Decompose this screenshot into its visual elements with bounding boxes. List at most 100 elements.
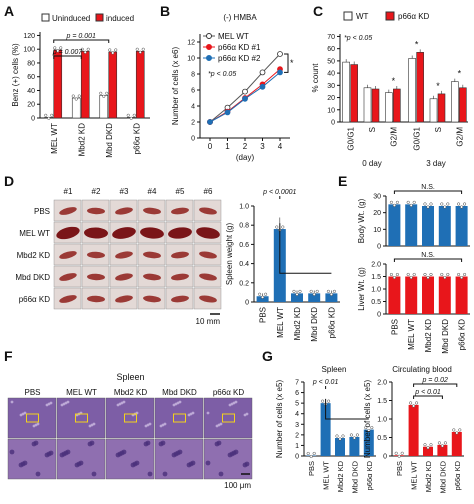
- c-bar-p66a-kd: [350, 64, 358, 123]
- g-point: [364, 426, 368, 430]
- d-spleen-specimen: [87, 207, 105, 215]
- g-point: [312, 451, 316, 456]
- a-y-label: Benz (+) cells (%): [11, 43, 20, 107]
- g1-y-tick-label: 2.0: [377, 380, 387, 387]
- a-annotation: p = 0.007: [52, 49, 83, 56]
- b-legend-label: p66α KD #1: [218, 43, 261, 52]
- a-point: [71, 94, 75, 98]
- d-spleen-specimen: [56, 226, 80, 240]
- b-legend-marker: [206, 55, 212, 61]
- c-y-tick-label: 0: [331, 120, 335, 127]
- g-x-tick-label: MEL WT: [410, 461, 419, 490]
- e-point: [423, 202, 427, 206]
- d-point: [329, 292, 333, 296]
- e-point: [412, 200, 416, 204]
- d-annotation: p < 0.0001: [262, 189, 296, 196]
- b-x-tick-label: 1: [225, 142, 230, 151]
- d-point: [326, 289, 330, 293]
- d-spleen-specimen: [115, 295, 133, 303]
- e-bar: [455, 276, 468, 314]
- g-point: [429, 443, 433, 447]
- f-cell-texture: [227, 452, 233, 458]
- a-legend-label: Uninduced: [52, 14, 90, 23]
- d-spleen-specimen: [59, 295, 77, 303]
- g-point: [394, 451, 398, 455]
- g-point: [455, 431, 459, 435]
- g-point: [412, 404, 416, 408]
- d-bar: [256, 296, 269, 302]
- d-spleen-specimen: [171, 207, 189, 215]
- f-cell-texture: [91, 471, 97, 477]
- d-spleen-specimen: [115, 207, 133, 215]
- g0-y-tick-label: 5: [295, 401, 299, 408]
- g-x-tick-label: Mbd2 KD: [424, 460, 433, 492]
- c-annotation: *: [415, 39, 419, 49]
- a-y-tick-label: 60: [27, 74, 35, 81]
- d-y-tick-label: 0.4: [239, 261, 249, 268]
- c-bar-wt: [408, 58, 416, 123]
- g1-y-label: Number of cells (x e5): [363, 380, 372, 459]
- f-column-label: Mbd DKD: [162, 388, 197, 397]
- a-x-tick-label: Mbd2 KD: [77, 123, 86, 157]
- g-bar: [335, 438, 345, 456]
- e-bar: [422, 276, 434, 314]
- g0-y-tick-label: 3: [295, 422, 299, 429]
- f-cell-texture: [158, 441, 164, 447]
- d-point: [275, 225, 279, 229]
- a-y-tick-label: 20: [27, 102, 35, 109]
- d-x-tick-label: PBS: [259, 307, 268, 323]
- d-spleen-specimen: [59, 207, 77, 215]
- d-spleen-specimen: [87, 251, 105, 259]
- d-point: [281, 225, 285, 229]
- d-photo-column-label: #3: [120, 187, 129, 196]
- g1-y-tick-label: 0: [383, 454, 387, 461]
- e-point: [446, 272, 450, 277]
- f-cell-texture: [214, 441, 220, 447]
- g-x-tick-label: p66α KD: [365, 460, 374, 490]
- g-point: [321, 399, 325, 403]
- a-bar-induced: [135, 50, 145, 119]
- f-cell-texture: [242, 462, 248, 468]
- c-annotation: *: [458, 69, 462, 79]
- e-point: [412, 272, 416, 277]
- f-cell-texture: [44, 452, 50, 458]
- d-spleen-specimen: [143, 207, 161, 215]
- panel-g-chart-blood: 0 0.5 1.0 1.5 2.0 Number of cells (x e5) PBS ME…: [363, 365, 464, 494]
- b-annotation: *p < 0.05: [208, 71, 236, 78]
- a-y-tick-label: 100: [23, 47, 35, 54]
- a-point: [135, 47, 139, 51]
- f-cell-texture: [116, 403, 120, 407]
- f-cell-texture: [147, 471, 153, 477]
- c-bar-wt: [451, 81, 459, 123]
- panel-label-e: E: [338, 173, 347, 189]
- a-x-tick-label: MEL WT: [50, 123, 59, 154]
- f-zoom-box: [75, 413, 88, 423]
- g-point: [397, 454, 401, 458]
- d-photo-row-label: p66α KD: [19, 295, 51, 304]
- a-point: [114, 48, 118, 52]
- d-point: [258, 292, 262, 296]
- g0-y-tick-label: 1: [295, 443, 299, 450]
- f-title: Spleen: [116, 372, 144, 382]
- f-cell-texture: [243, 413, 247, 417]
- e-point: [406, 272, 410, 277]
- d-spleen-specimen: [199, 251, 217, 259]
- a-bar-uninduced: [99, 94, 109, 119]
- c-annotation: *: [436, 81, 440, 91]
- f-cell-texture: [187, 413, 191, 417]
- panel-label-g: G: [262, 348, 273, 364]
- g-bar: [349, 436, 360, 456]
- e-point: [460, 205, 464, 209]
- e-bar: [388, 276, 401, 314]
- b-y-tick-label: 6: [191, 88, 195, 95]
- g-bar: [423, 446, 433, 456]
- e-bar: [405, 204, 418, 246]
- d-spleen-specimen: [171, 295, 189, 303]
- c-x-tick-label: S: [368, 127, 377, 132]
- e0-y-tick-label: 10: [373, 227, 381, 234]
- e-point: [446, 202, 450, 206]
- b-y-tick-label: 4: [191, 104, 195, 111]
- g-x-tick-label: Mbd2 KD: [336, 460, 345, 492]
- d-y-tick-label: 0.6: [239, 242, 249, 249]
